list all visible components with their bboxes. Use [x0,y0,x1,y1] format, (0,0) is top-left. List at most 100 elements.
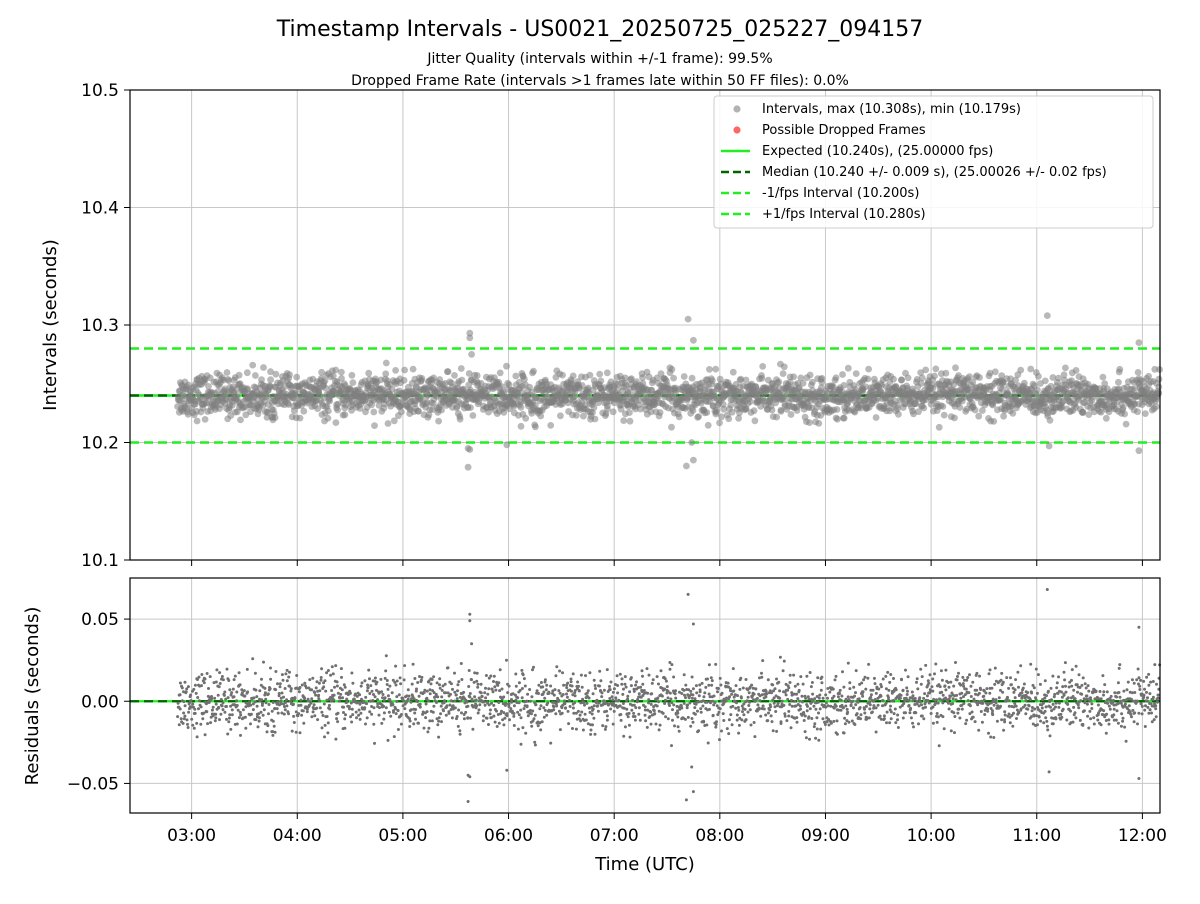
residual-point [801,695,804,698]
interval-point [370,409,377,416]
residual-point [254,689,257,692]
residual-point [384,696,387,699]
residual-point [1035,668,1038,671]
residual-point [953,715,956,718]
residual-point [786,698,789,701]
interval-point [807,372,814,379]
residual-point [842,706,845,709]
residual-point [1012,712,1015,715]
residual-point [676,716,679,719]
residual-point [440,695,443,698]
interval-point [834,416,841,423]
interval-point [920,405,927,412]
interval-point [325,415,332,422]
residual-point [537,724,540,727]
residual-point [614,696,617,699]
residual-point [229,728,232,731]
residual-point [222,708,225,711]
residual-point [548,692,551,695]
residual-point [794,685,797,688]
residual-point [194,712,197,715]
residual-point [200,673,203,676]
residual-point [371,699,374,702]
residual-point [868,707,871,710]
residual-point [281,673,284,676]
residual-point [609,708,612,711]
residual-point [664,715,667,718]
residual-point [438,683,441,686]
residual-point [384,669,387,672]
residual-point [302,722,305,725]
interval-point [604,369,611,376]
residual-point [634,684,637,687]
residual-point [952,711,955,714]
interval-point [293,374,300,381]
interval-point [466,335,473,342]
residual-point [606,719,609,722]
residual-point [272,701,275,704]
residual-point [540,704,543,707]
residual-point [886,711,889,714]
interval-point [260,364,267,371]
residual-point [353,698,356,701]
residual-point [962,682,965,685]
residual-point [827,704,830,707]
residual-point [205,710,208,713]
residual-point [332,698,335,701]
residual-point [948,686,951,689]
residual-point [266,724,269,727]
residual-point [718,738,721,741]
residual-point [319,706,322,709]
residual-point [380,690,383,693]
residual-point [777,681,780,684]
interval-point [503,441,510,448]
residual-point [852,706,855,709]
interval-point [681,373,688,380]
interval-point [401,367,408,374]
interval-point [730,369,737,376]
residual-point [1044,679,1047,682]
residual-point [252,708,255,711]
residual-point [250,713,253,716]
residual-point [940,691,943,694]
residual-point [320,667,323,670]
residual-point [533,741,536,744]
residual-point [381,696,384,699]
residual-point [350,672,353,675]
residual-point [568,699,571,702]
interval-point [919,375,926,382]
residual-point [616,674,619,677]
residual-point [412,722,415,725]
residual-point [818,694,821,697]
residual-point [586,702,589,705]
residual-point [316,718,319,721]
residual-point [284,708,287,711]
residual-point [195,692,198,695]
residual-point [785,719,788,722]
residual-point [478,703,481,706]
residual-point [388,711,391,714]
residual-point [653,709,656,712]
interval-point [401,377,408,384]
interval-point [688,439,695,446]
residual-point [489,712,492,715]
residual-point [231,708,234,711]
residual-point [537,684,540,687]
residual-point [795,693,798,696]
residual-point [719,684,722,687]
residual-point [258,689,261,692]
residual-point [571,727,574,730]
residual-point [520,669,523,672]
interval-point [1116,366,1123,373]
residual-point [358,693,361,696]
residual-point [546,701,549,704]
residual-point [395,695,398,698]
residual-point [704,686,707,689]
residual-point [324,690,327,693]
residual-point [1014,688,1017,691]
residual-point [571,685,574,688]
residual-point [227,679,230,682]
residual-point [572,707,575,710]
residual-point [1008,705,1011,708]
residual-point [853,723,856,726]
